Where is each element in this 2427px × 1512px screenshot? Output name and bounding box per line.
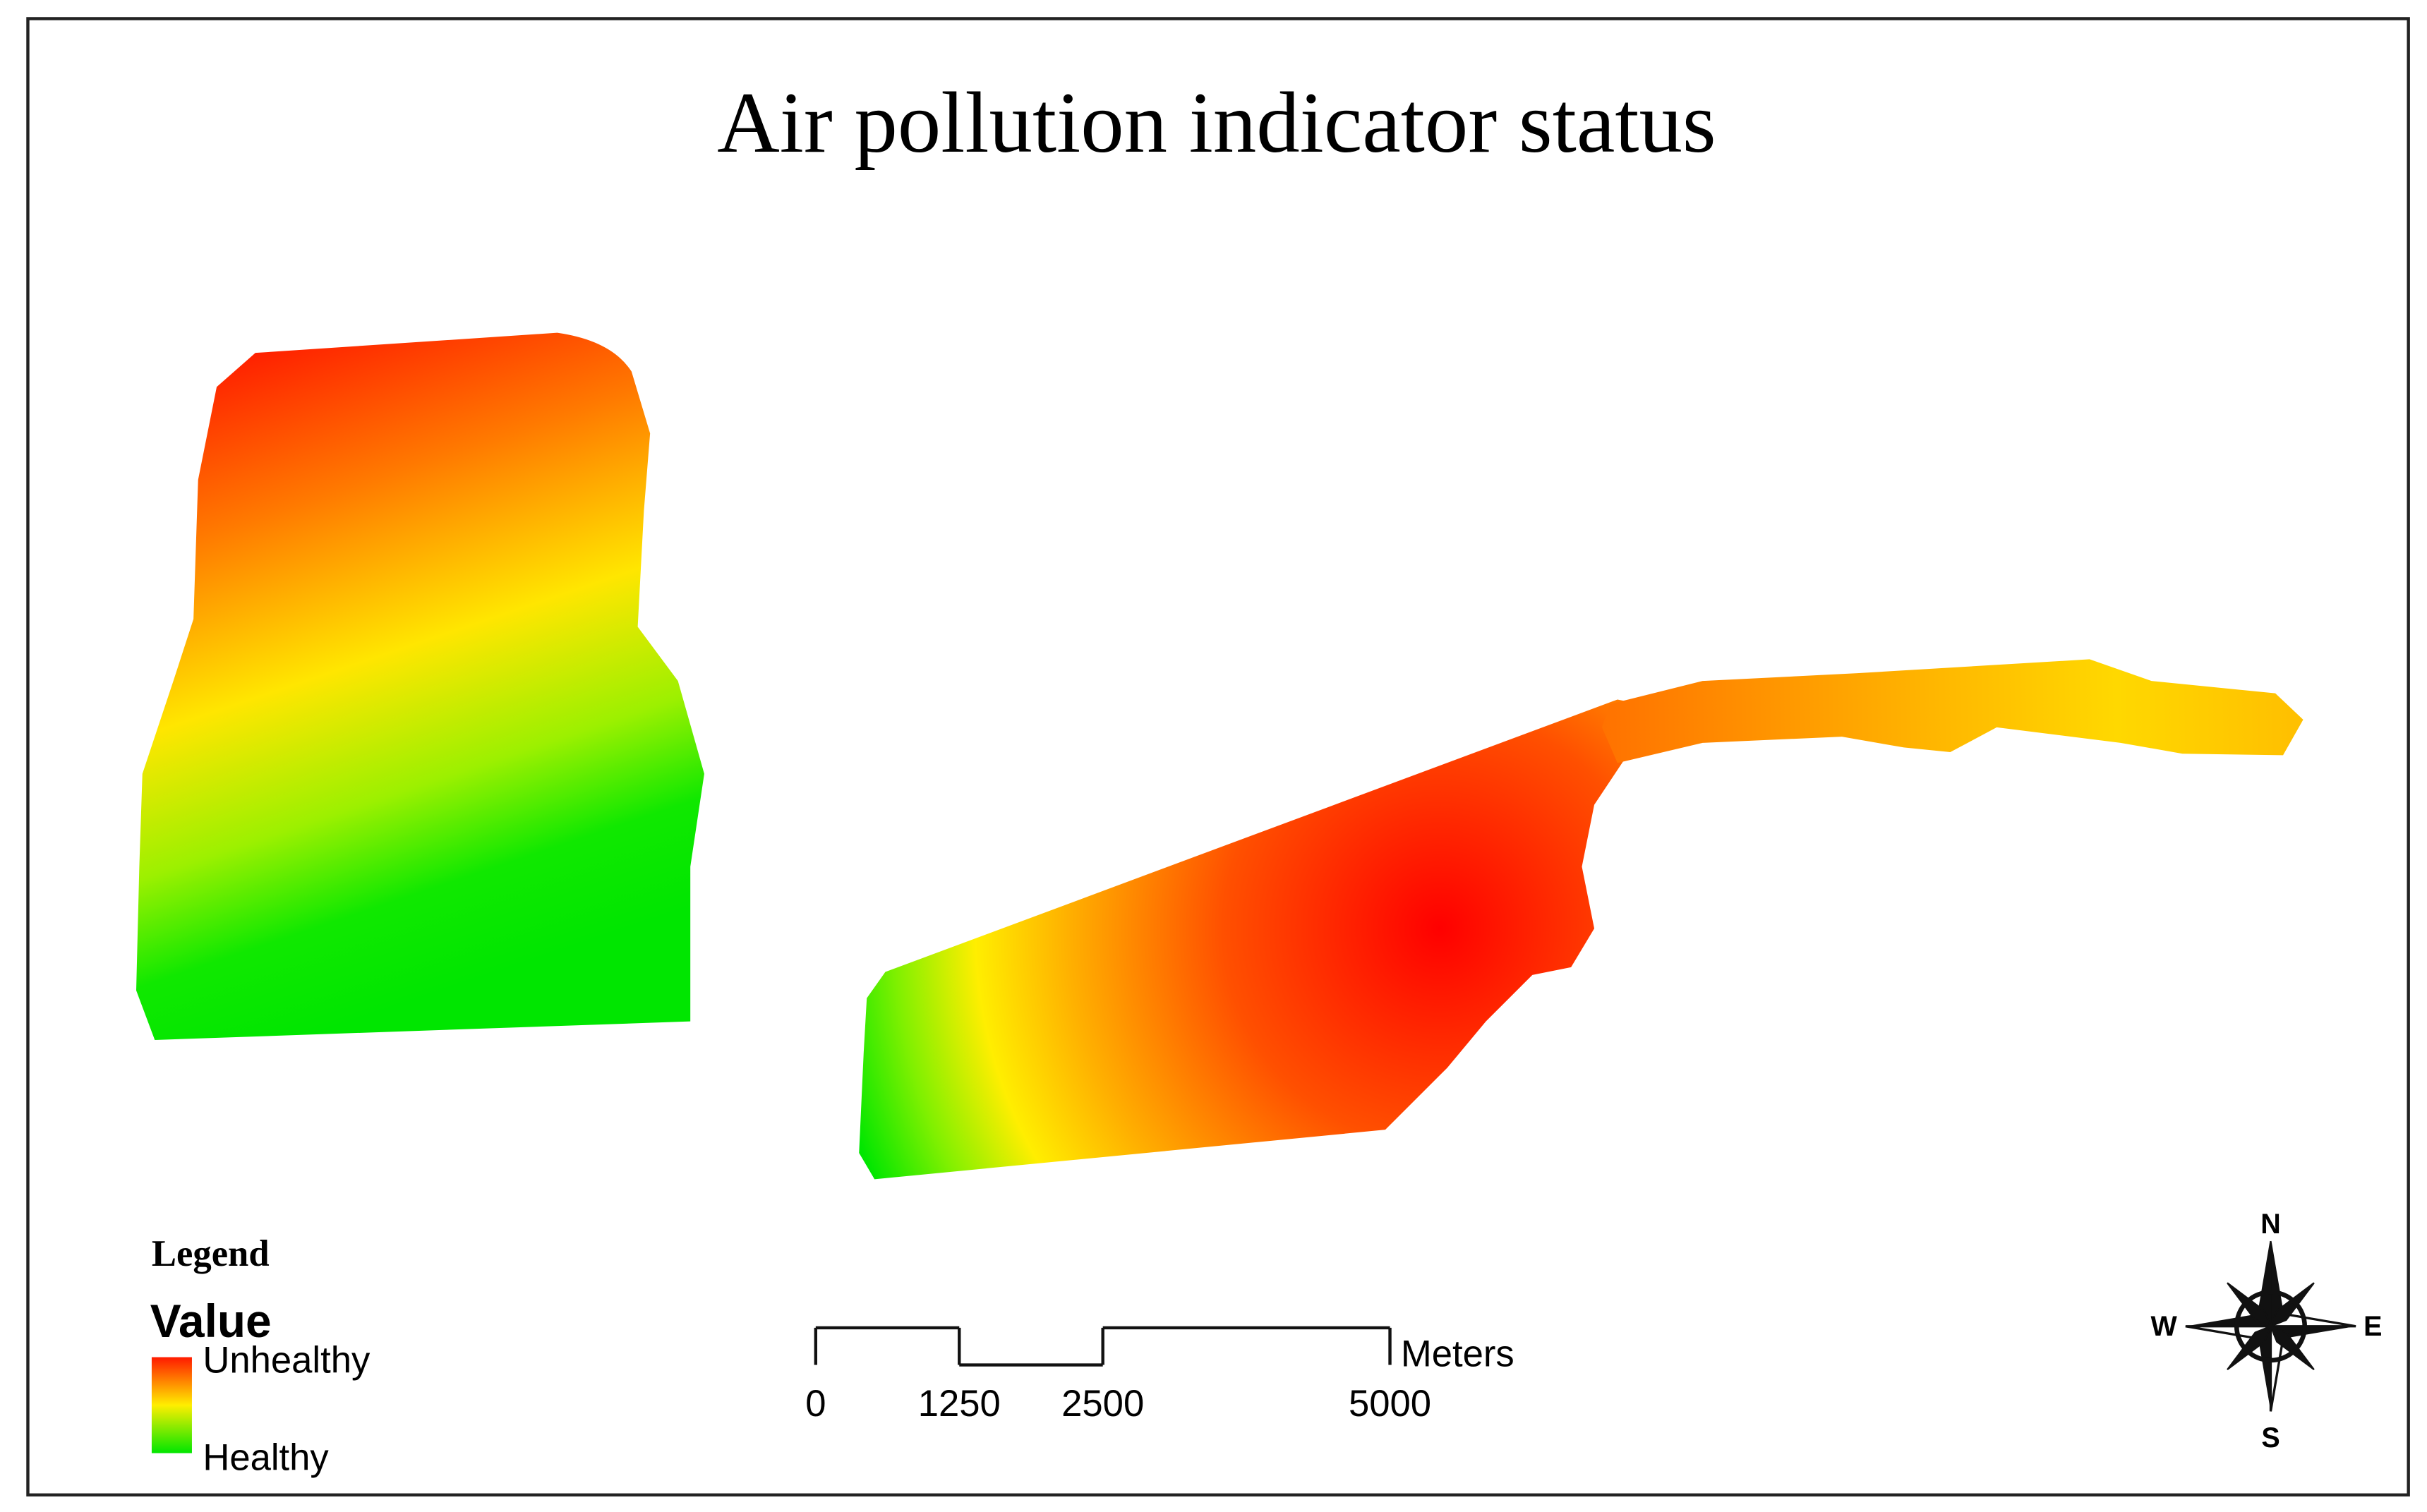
legend-ramp [151,1357,192,1453]
scale-unit: Meters [1401,1333,1514,1375]
scale-label: 5000 [1349,1383,1431,1425]
legend-field: Value [150,1295,272,1347]
map-title: Air pollution indicator status [717,75,1716,171]
region-west [136,332,704,1040]
region-east-tail [1602,659,2303,763]
legend-low: Healthy [203,1437,329,1479]
compass-n: N [2260,1209,2281,1240]
scale-label: 1250 [918,1383,1001,1425]
region-east-body [859,699,1641,1180]
legend-title: Legend [152,1233,270,1274]
scale-bar: 0 1250 2500 5000 Meters [805,1326,1514,1425]
north-arrow [2185,1240,2356,1412]
compass-w: W [2151,1311,2178,1342]
scale-label: 2500 [1061,1383,1144,1425]
compass-s: S [2261,1422,2280,1453]
compass-e: E [2363,1311,2382,1342]
legend-high: Unhealthy [203,1340,371,1381]
scale-label: 0 [805,1383,826,1425]
